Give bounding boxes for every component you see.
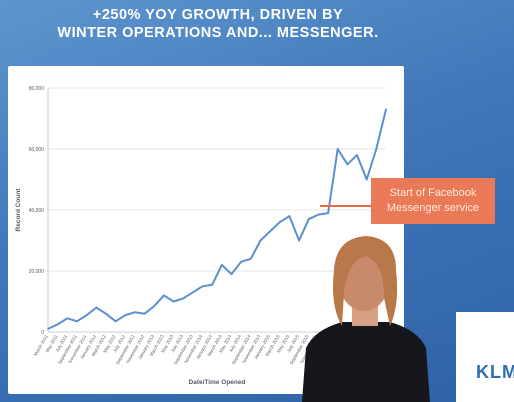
klm-logo: KLM [476,362,514,382]
data-point [211,283,213,286]
data-point [278,221,281,223]
data-point [327,212,329,214]
data-point [124,314,127,317]
data-point [66,317,69,320]
data-point [182,297,184,300]
y-tick-label: 80,000 [29,86,45,92]
y-axis-title: Record Count [15,188,22,232]
annotation-line-2: Messenger service [386,202,480,214]
data-point [143,312,146,315]
data-point [336,148,339,150]
data-point [288,215,291,217]
slide-title-line-1: +250% YOY GROWTH, DRIVEN BY [92,7,344,23]
data-point [47,328,49,330]
messenger-annotation: Start of Facebook Messenger service [371,178,495,224]
data-point [221,264,223,266]
data-point [307,218,310,220]
speaker-photo [302,236,430,402]
data-point [76,320,78,323]
y-tick-label: 40,000 [29,208,45,214]
data-point [375,148,378,150]
y-tick-label: 60,000 [29,147,45,153]
data-point [317,213,320,216]
data-point [163,294,165,297]
data-point [114,320,117,323]
data-point [298,239,300,242]
annotation-connector-line [320,205,372,207]
data-point [95,306,98,309]
data-point [192,291,194,294]
data-point [365,178,368,181]
data-point [385,108,387,111]
series-line [47,109,387,330]
data-point [240,261,242,263]
data-point [259,239,262,242]
data-point [356,154,358,156]
slide-title: +250% YOY GROWTH, DRIVEN BY WINTER OPERA… [28,6,408,42]
y-tick-label: 0 [41,330,44,336]
data-point [250,258,252,260]
logo-card [456,312,514,402]
data-point [134,311,136,313]
data-point [56,323,59,326]
data-point [172,300,175,303]
x-axis-title: Date/Time Opened [189,379,246,386]
data-point [201,285,204,288]
data-point [269,230,271,233]
data-point [230,273,233,275]
annotation-line-1: Start of Facebook [389,187,477,199]
data-point [85,314,88,317]
data-point [346,163,349,166]
slide-title-line-2: WINTER OPERATIONS AND... MESSENGER. [57,25,379,41]
data-point [153,305,156,307]
y-tick-label: 20,000 [29,269,45,275]
data-point [105,312,107,315]
